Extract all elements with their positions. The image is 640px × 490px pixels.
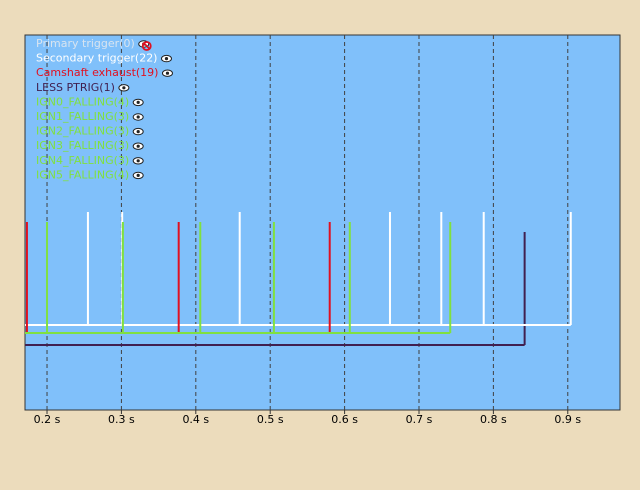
visibility-pupil: [136, 130, 140, 134]
visibility-pupil: [136, 159, 140, 163]
x-tick-label: 0.2 s: [34, 413, 61, 426]
legend-entry: IGN3_FALLING(3): [36, 139, 129, 152]
visibility-pupil: [165, 71, 170, 75]
legend-entry: IGN2_FALLING(3): [36, 125, 129, 138]
x-tick-label: 0.6 s: [331, 413, 358, 426]
hidden-indicator-slash: [143, 42, 151, 50]
x-tick-label: 0.4 s: [182, 413, 209, 426]
x-tick-label: 0.5 s: [257, 413, 284, 426]
legend-entry: Secondary trigger(22): [36, 52, 157, 65]
x-tick-label: 0.7 s: [406, 413, 433, 426]
visibility-pupil: [136, 115, 140, 119]
visibility-pupil: [122, 86, 126, 90]
legend-entry: LESS PTRIG(1): [36, 81, 115, 94]
legend-entry: IGN1_FALLING(3): [36, 110, 129, 123]
x-tick-label: 0.9 s: [554, 413, 581, 426]
legend-entry: IGN0_FALLING(4): [36, 95, 129, 108]
legend-entry: Camshaft exhaust(19): [36, 66, 158, 79]
legend-entry: IGN5_FALLING(4): [36, 168, 129, 181]
visibility-pupil: [136, 144, 140, 148]
legend-entry: Primary trigger(0): [36, 37, 135, 50]
visibility-pupil: [164, 57, 169, 61]
x-tick-label: 0.3 s: [108, 413, 135, 426]
hidden-indicator: [141, 41, 152, 51]
plot-area: [24, 34, 621, 411]
visibility-pupil: [136, 100, 140, 104]
x-tick-label: 0.8 s: [480, 413, 507, 426]
legend-entry: IGN4_FALLING(3): [36, 154, 129, 167]
visibility-pupil: [136, 173, 140, 177]
